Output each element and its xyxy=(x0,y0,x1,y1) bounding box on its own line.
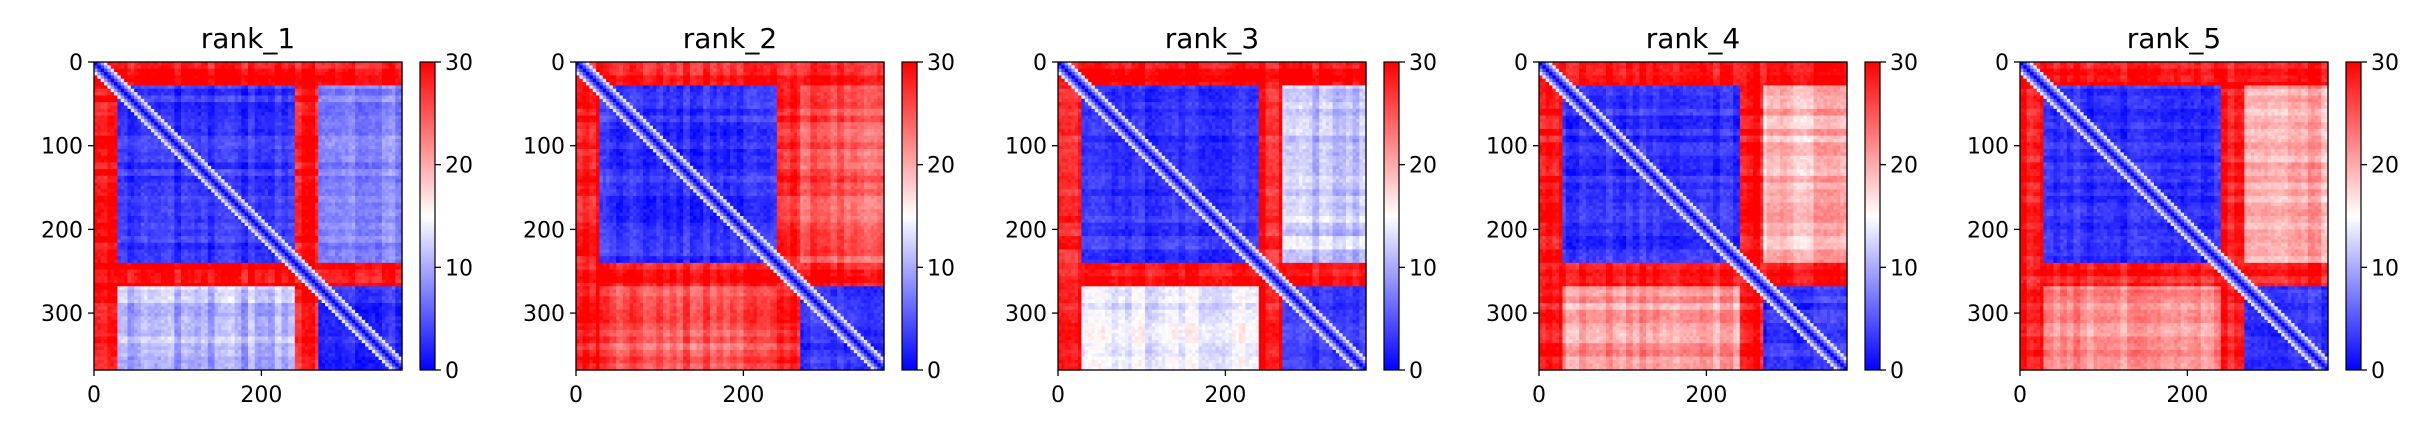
panel-title: rank_1 xyxy=(201,22,295,55)
heatmap-cells xyxy=(94,62,403,371)
